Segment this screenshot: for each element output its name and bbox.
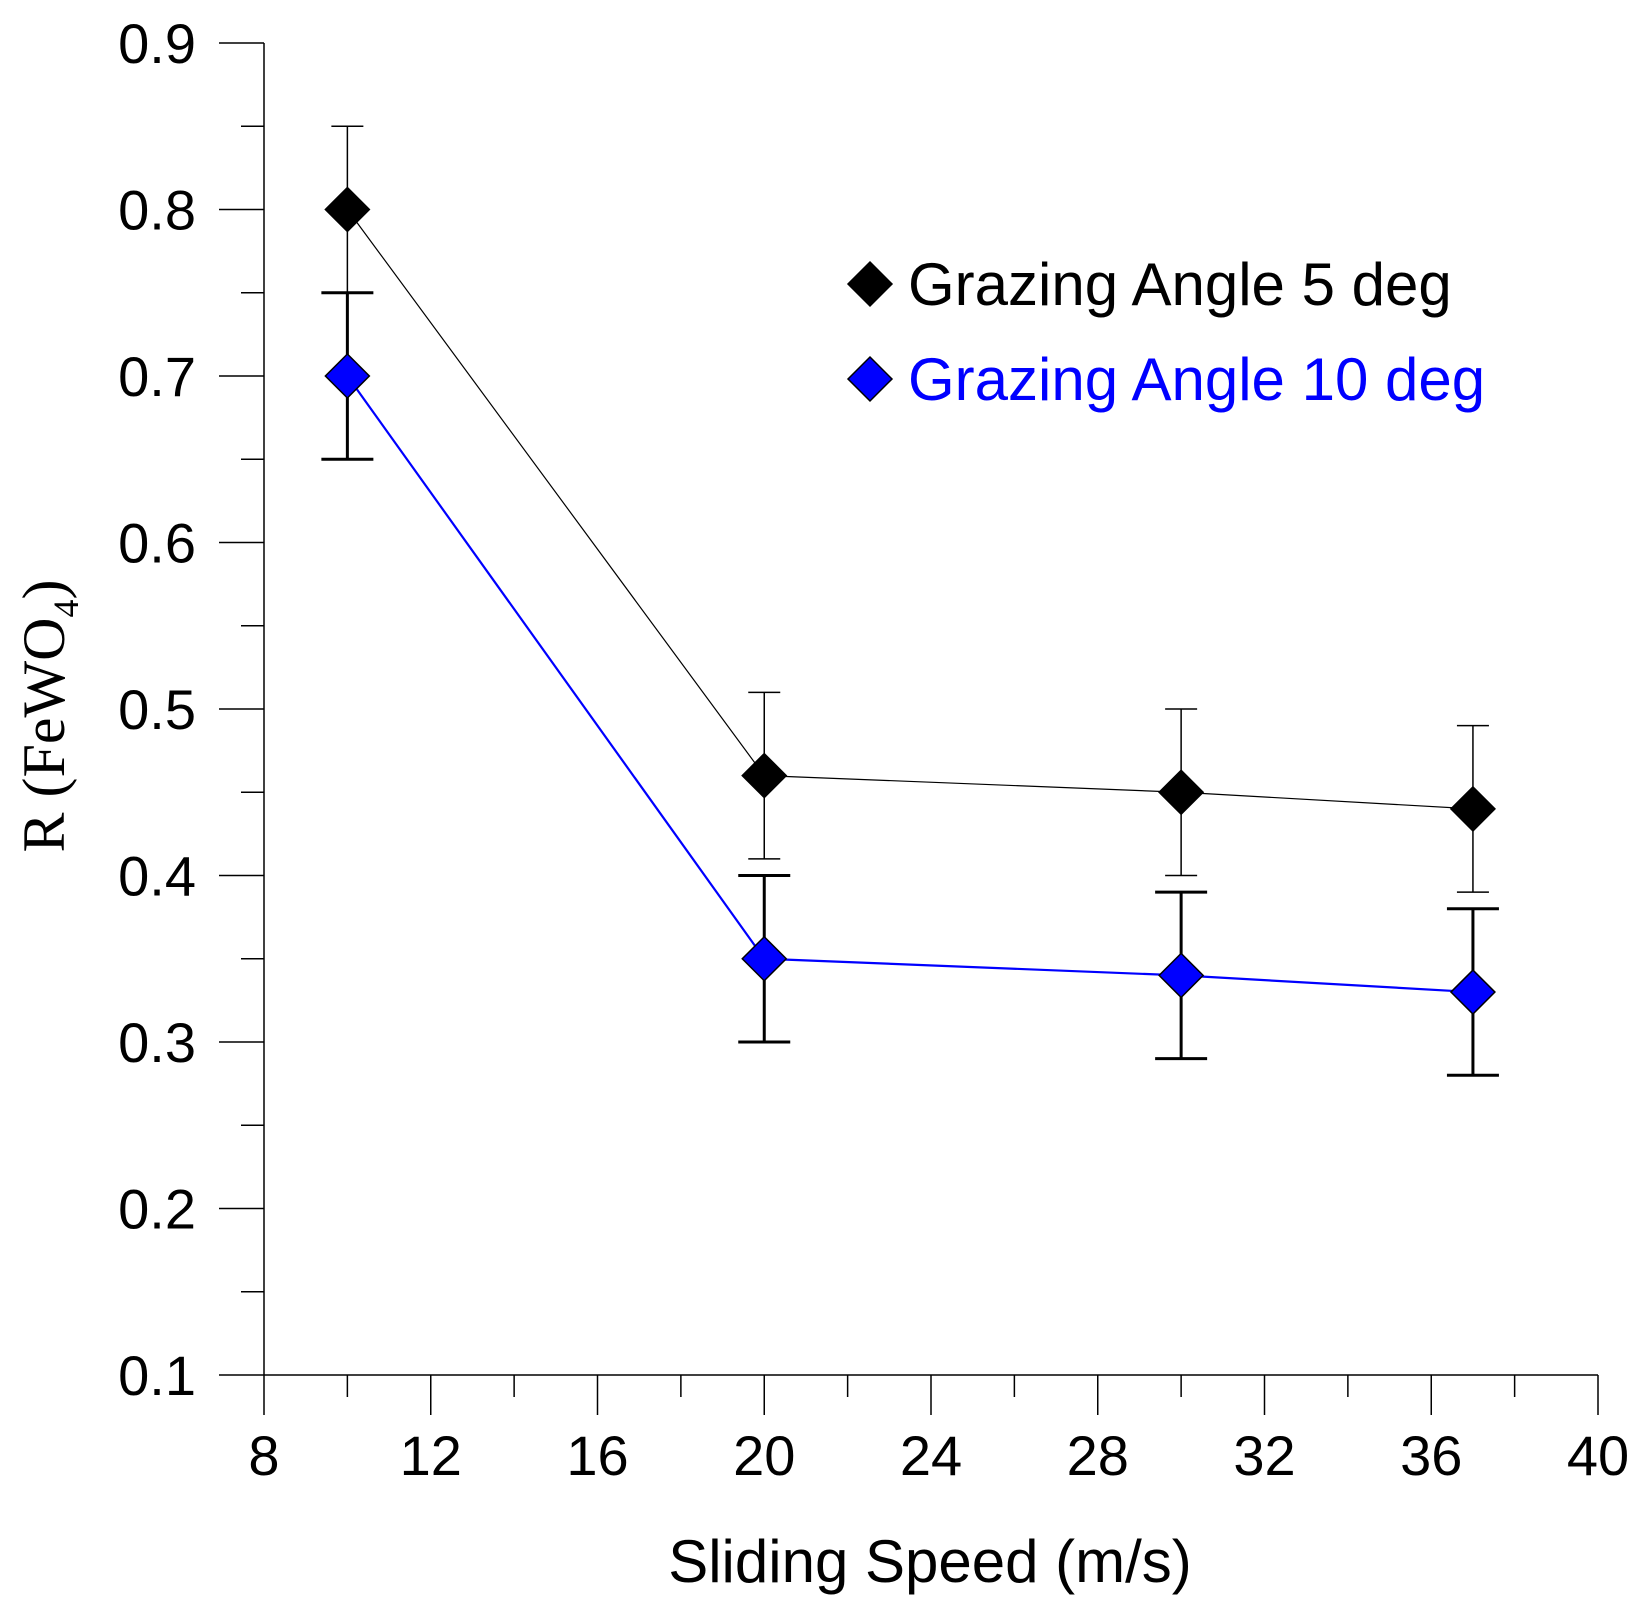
y-tick-label: 0.5 bbox=[118, 678, 196, 741]
x-tick-label: 32 bbox=[1233, 1424, 1295, 1487]
y-tick-label: 0.3 bbox=[118, 1011, 196, 1074]
legend-label: Grazing Angle 10 deg bbox=[908, 346, 1485, 413]
data-point bbox=[324, 186, 371, 233]
x-tick-label: 16 bbox=[566, 1424, 628, 1487]
data-point bbox=[1158, 952, 1205, 999]
legend-label: Grazing Angle 5 deg bbox=[908, 251, 1452, 318]
y-tick-label: 0.4 bbox=[118, 845, 196, 908]
legend-marker bbox=[846, 355, 894, 403]
y-axis-title-close: ) bbox=[11, 580, 77, 600]
y-tick-label: 0.2 bbox=[118, 1178, 196, 1241]
y-tick-label: 0.6 bbox=[118, 512, 196, 575]
axes: 8 12 16 20 24 28 32 36 40 0.1 0.2 0.3 0.4 0.5 0.6 0.7 0.… bbox=[118, 12, 1629, 1487]
x-axis-title: Sliding Speed (m/s) bbox=[668, 1528, 1192, 1595]
y-axis-title: R (FeWO4) bbox=[11, 580, 86, 853]
data-point bbox=[1449, 968, 1497, 1016]
series-line bbox=[346, 375, 1474, 994]
y-tick-label: 0.7 bbox=[118, 345, 196, 408]
y-axis-title-main: R (FeWO bbox=[11, 618, 77, 853]
y-tick-label: 0.1 bbox=[118, 1344, 196, 1407]
series-1 bbox=[324, 125, 1497, 893]
data-point bbox=[741, 935, 788, 982]
x-tick-label: 12 bbox=[400, 1424, 462, 1487]
x-tick-label: 40 bbox=[1567, 1424, 1629, 1487]
data-point bbox=[1158, 769, 1205, 816]
y-tick-label: 0.9 bbox=[118, 12, 196, 75]
x-tick-label: 20 bbox=[733, 1424, 795, 1487]
legend: Grazing Angle 5 deg Grazing Angle 10 deg bbox=[846, 251, 1485, 413]
legend-marker bbox=[846, 260, 894, 308]
y-tick-label: 0.8 bbox=[118, 179, 196, 242]
data-point bbox=[324, 352, 371, 400]
data-point bbox=[741, 752, 788, 799]
data-point bbox=[1449, 785, 1497, 832]
x-tick-label: 36 bbox=[1400, 1424, 1462, 1487]
y-axis-title-subscript: 4 bbox=[46, 600, 86, 618]
x-tick-label: 24 bbox=[900, 1424, 962, 1487]
series-line bbox=[346, 209, 1473, 810]
series-2 bbox=[321, 291, 1499, 1077]
x-tick-label: 8 bbox=[248, 1424, 279, 1487]
series-layer bbox=[321, 125, 1499, 1077]
x-tick-label: 28 bbox=[1067, 1424, 1129, 1487]
